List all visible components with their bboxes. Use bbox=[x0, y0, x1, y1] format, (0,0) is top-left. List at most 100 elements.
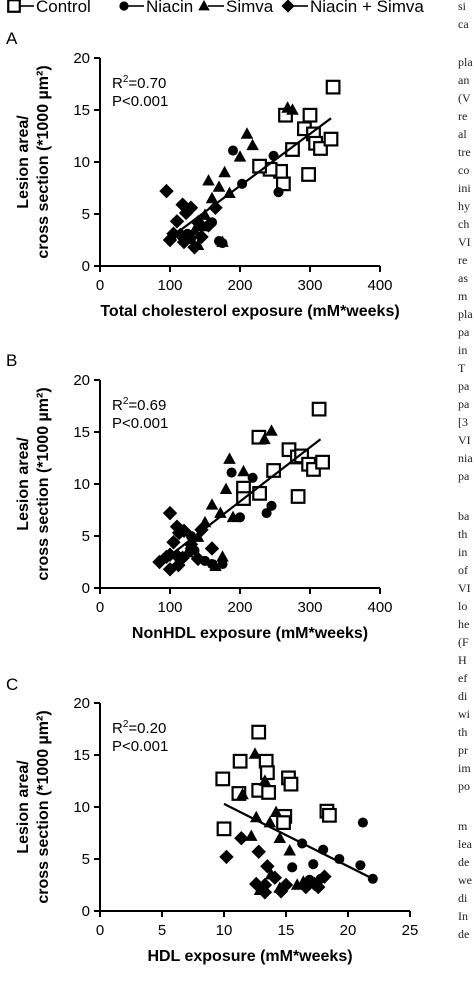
body-text-fragment: [3 bbox=[458, 415, 468, 429]
data-point-circle bbox=[355, 860, 366, 871]
body-text-fragment: hy bbox=[458, 199, 470, 213]
data-point-circle bbox=[261, 508, 272, 519]
body-text-fragment: di bbox=[458, 689, 468, 703]
data-point-diamond bbox=[234, 831, 249, 846]
x-tick-label: 0 bbox=[96, 277, 104, 294]
body-text-fragment: pla bbox=[458, 307, 473, 321]
data-point-triangle bbox=[223, 452, 236, 464]
body-text-fragment: po bbox=[458, 779, 470, 793]
data-point-square bbox=[216, 821, 232, 837]
r-squared-annotation: R2=0.70 bbox=[112, 74, 166, 92]
data-point-diamond bbox=[208, 200, 223, 215]
body-text-fragment: ba bbox=[458, 509, 470, 523]
y-tick-label: 20 bbox=[73, 50, 90, 67]
data-point-diamond bbox=[190, 215, 206, 230]
body-text-fragment: pa bbox=[458, 379, 470, 393]
data-point-triangle bbox=[258, 432, 271, 445]
data-point-triangle bbox=[191, 530, 205, 542]
y-tick-label: 15 bbox=[73, 747, 90, 764]
body-text-fragment: th bbox=[458, 725, 467, 739]
x-tick-label: 5 bbox=[158, 922, 166, 939]
body-text-fragment: ini bbox=[458, 181, 471, 195]
p-value-annotation: P<0.001 bbox=[112, 738, 168, 755]
body-text-fragment: of bbox=[458, 563, 468, 577]
body-text-fragment: de bbox=[458, 927, 469, 941]
data-point-triangle bbox=[283, 844, 296, 856]
body-text-fragment: re bbox=[458, 109, 467, 123]
body-text-fragment: (V bbox=[458, 91, 471, 105]
y-tick-label: 5 bbox=[82, 206, 90, 223]
body-text-fragment: H bbox=[458, 653, 467, 667]
body-text-fragment: VI bbox=[458, 581, 471, 595]
body-text-fragment: re bbox=[458, 253, 467, 267]
body-text-fragment: VI bbox=[458, 433, 471, 447]
legend-label: Niacin + Simva bbox=[310, 0, 424, 16]
data-point-diamond bbox=[278, 877, 294, 893]
data-point-square bbox=[251, 724, 267, 740]
data-point-triangle bbox=[216, 235, 229, 247]
data-point-diamond bbox=[249, 876, 264, 892]
y-axis-title-line2: cross section (*1000 µm²) bbox=[35, 65, 52, 258]
body-text-fragment: pr bbox=[458, 743, 468, 757]
series-diamond bbox=[159, 183, 223, 255]
y-tick-label: 0 bbox=[82, 903, 90, 920]
data-point-circle bbox=[247, 472, 258, 483]
body-text-fragment: co bbox=[458, 163, 469, 177]
body-text-fragment: pla bbox=[458, 55, 473, 69]
data-point-square bbox=[311, 401, 327, 417]
data-point-diamond bbox=[162, 562, 178, 577]
body-text-fragment: al bbox=[458, 127, 467, 141]
legend-item: Control bbox=[7, 0, 91, 16]
panel-letter: B bbox=[6, 351, 17, 370]
body-text-fragment: in bbox=[458, 545, 467, 559]
data-point-square bbox=[232, 753, 248, 769]
data-point-diamond bbox=[257, 877, 273, 893]
x-axis-title: Total cholesterol exposure (mM*weeks) bbox=[100, 303, 399, 320]
data-point-diamond bbox=[166, 535, 181, 550]
series-square bbox=[215, 724, 337, 837]
data-point-triangle bbox=[198, 208, 212, 220]
p-value-annotation: P<0.001 bbox=[112, 93, 168, 110]
data-point-diamond bbox=[311, 879, 326, 895]
data-point-diamond bbox=[162, 232, 178, 248]
regression-line bbox=[169, 117, 332, 239]
data-point-triangle bbox=[240, 127, 254, 139]
data-point-triangle bbox=[188, 224, 201, 236]
data-point-diamond bbox=[162, 505, 178, 521]
r-squared-annotation: R2=0.20 bbox=[112, 719, 166, 737]
data-point-square bbox=[325, 79, 341, 95]
body-text-fragment: he bbox=[458, 617, 469, 631]
data-point-diamond bbox=[159, 549, 174, 564]
data-point-triangle bbox=[269, 805, 283, 817]
x-tick-label: 300 bbox=[297, 277, 322, 294]
body-text-fragment: we bbox=[458, 873, 472, 887]
r-squared-annotation: R2=0.69 bbox=[112, 396, 166, 414]
x-tick-label: 25 bbox=[402, 922, 419, 939]
body-text-fragment: pa bbox=[458, 469, 470, 483]
y-axis-title-line2: cross section (*1000 µm²) bbox=[35, 387, 52, 580]
y-tick-label: 20 bbox=[73, 372, 90, 389]
body-text-fragment: di bbox=[458, 891, 468, 905]
y-tick-label: 0 bbox=[82, 580, 90, 597]
y-tick-label: 5 bbox=[82, 528, 90, 545]
data-point-diamond bbox=[190, 551, 206, 567]
y-axis-title-line1: Lesion area/ bbox=[15, 437, 32, 531]
data-point-square bbox=[261, 785, 277, 800]
y-tick-label: 10 bbox=[73, 799, 90, 816]
data-point-circle bbox=[227, 145, 239, 156]
body-text-fragment: tre bbox=[458, 145, 471, 159]
data-point-circle bbox=[266, 500, 277, 511]
data-point-triangle bbox=[218, 165, 231, 178]
body-text-fragment: lea bbox=[458, 837, 473, 851]
data-point-diamond bbox=[317, 869, 332, 884]
data-point-triangle bbox=[219, 482, 233, 494]
body-text-fragment: In bbox=[458, 909, 468, 923]
regression-line bbox=[162, 438, 322, 562]
y-tick-label: 5 bbox=[82, 851, 90, 868]
body-text-fragment: m bbox=[458, 289, 468, 303]
data-point-triangle bbox=[209, 559, 222, 571]
data-point-square bbox=[283, 776, 299, 792]
data-point-triangle bbox=[273, 831, 287, 843]
data-point-diamond bbox=[298, 879, 314, 895]
x-axis-title: NonHDL exposure (mM*weeks) bbox=[132, 625, 368, 642]
